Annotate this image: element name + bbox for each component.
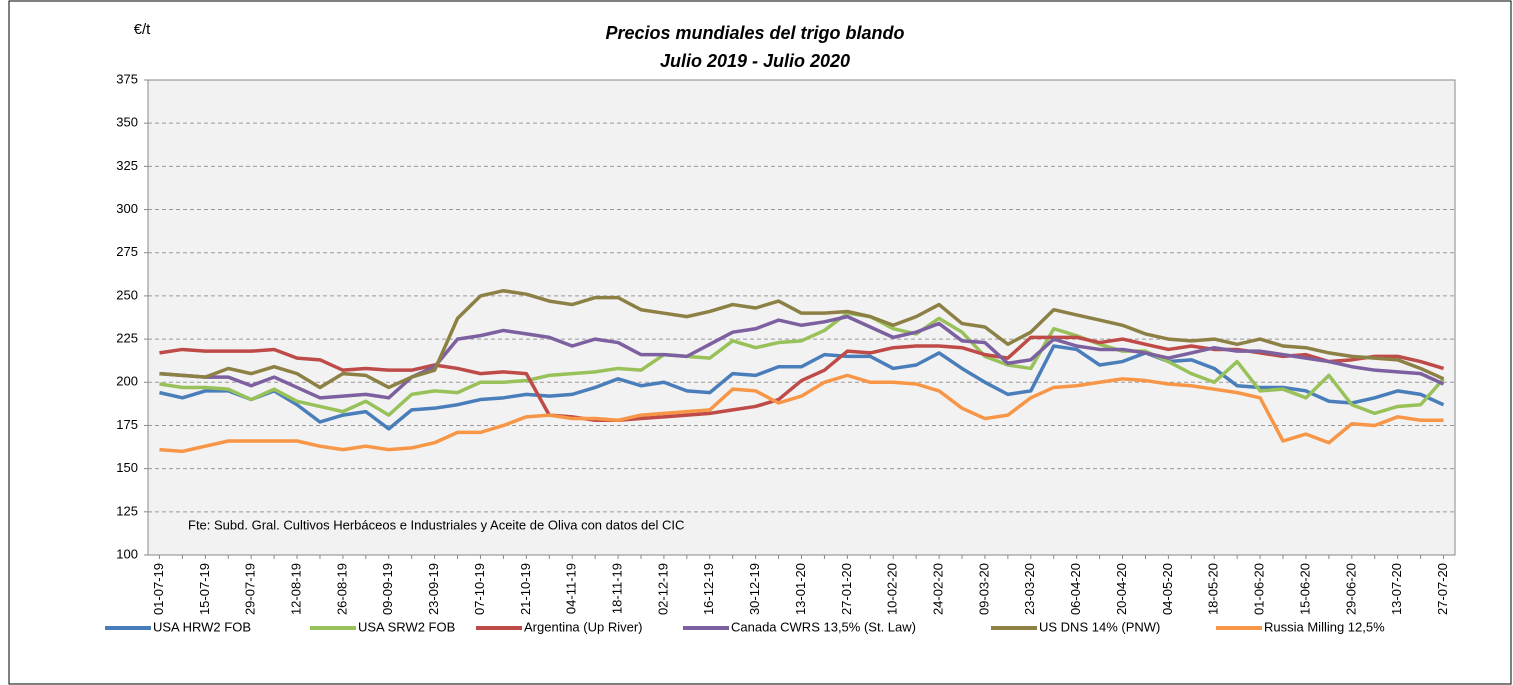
y-tick-label: 150	[116, 460, 138, 475]
legend-label: Russia Milling 12,5%	[1264, 619, 1385, 634]
series-line	[159, 288, 1445, 390]
x-tick-label: 15-06-20	[1297, 563, 1312, 615]
series-line	[159, 344, 1445, 431]
x-tick-label: 02-12-19	[655, 563, 670, 615]
x-tick-label: 29-07-19	[243, 563, 258, 615]
x-tick-label: 23-03-20	[1022, 563, 1037, 615]
x-tick-label: 24-02-20	[931, 563, 946, 615]
y-tick-label: 125	[116, 503, 138, 518]
x-tick-label: 12-08-19	[288, 563, 303, 615]
plot-area	[147, 79, 1456, 556]
series-line	[159, 314, 1445, 400]
x-tick-label: 15-07-19	[197, 563, 212, 615]
y-tick-label: 250	[116, 287, 138, 302]
legend-label: US DNS 14% (PNW)	[1039, 619, 1160, 634]
y-tick-label: 375	[116, 71, 138, 86]
x-tick-label: 13-01-20	[793, 563, 808, 615]
x-tick-label: 13-07-20	[1389, 563, 1404, 615]
y-tick-label: 275	[116, 244, 138, 259]
y-tick-label: 225	[116, 331, 138, 346]
legend-label: USA HRW2 FOB	[153, 619, 251, 634]
x-tick-label: 01-07-19	[151, 563, 166, 615]
annotation: Fte: Subd. Gral. Cultivos Herbáceos e In…	[188, 517, 684, 532]
x-tick-label: 29-06-20	[1343, 563, 1358, 615]
x-tick-label: 27-01-20	[839, 563, 854, 615]
x-tick-label: 26-08-19	[334, 563, 349, 615]
x-tick-label: 21-10-19	[518, 563, 533, 615]
y-tick-label: 350	[116, 115, 138, 130]
x-tick-label: 09-09-19	[380, 563, 395, 615]
chart-subtitle: Julio 2019 - Julio 2020	[660, 51, 850, 71]
y-tick-label: 300	[116, 201, 138, 216]
chart-title: Precios mundiales del trigo blando	[605, 23, 904, 43]
series-line	[159, 311, 1445, 417]
x-tick-label: 04-05-20	[1160, 563, 1175, 615]
x-tick-label: 07-10-19	[472, 563, 487, 615]
y-tick-label: 175	[116, 417, 138, 432]
x-tick-label: 01-06-20	[1252, 563, 1267, 615]
x-tick-label: 16-12-19	[701, 563, 716, 615]
y-tick-label: 325	[116, 158, 138, 173]
y-tick-label: 100	[116, 546, 138, 561]
legend-label: USA SRW2 FOB	[358, 619, 455, 634]
x-tick-label: 30-12-19	[747, 563, 762, 615]
x-tick-label: 27-07-20	[1435, 563, 1450, 615]
y-tick-label: 200	[116, 374, 138, 389]
x-tick-label: 06-04-20	[1068, 563, 1083, 615]
x-tick-label: 18-11-19	[609, 563, 624, 614]
x-tick-label: 10-02-20	[885, 563, 900, 615]
x-tick-label: 04-11-19	[564, 563, 579, 614]
legend-label: Canada CWRS 13,5% (St. Law)	[731, 619, 916, 634]
legend-label: Argentina (Up River)	[524, 619, 643, 634]
series-line	[159, 373, 1444, 454]
y-axis-label: €/t	[134, 21, 152, 38]
x-tick-label: 23-09-19	[426, 563, 441, 615]
x-tick-label: 20-04-20	[1114, 563, 1129, 615]
x-tick-label: 09-03-20	[976, 563, 991, 615]
x-tick-label: 18-05-20	[1206, 563, 1221, 615]
